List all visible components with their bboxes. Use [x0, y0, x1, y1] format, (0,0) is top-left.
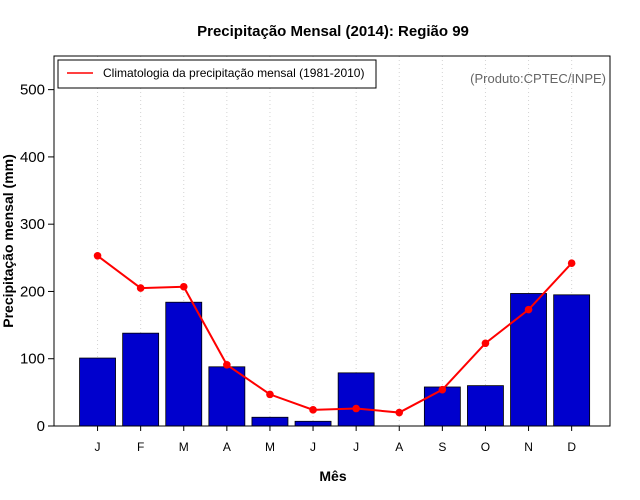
y-tick-label: 100	[20, 351, 45, 368]
legend: Climatologia da precipitação mensal (198…	[57, 59, 377, 89]
bar	[208, 366, 246, 427]
y-tick-label: 400	[20, 149, 45, 166]
climatology-point	[309, 406, 317, 414]
bar	[165, 301, 203, 427]
climatology-point	[223, 360, 231, 369]
x-tick-label: A	[395, 440, 403, 454]
bar	[423, 386, 461, 427]
y-axis: 0 100 200 300 400 500	[20, 82, 54, 435]
chart-title: Precipitação Mensal (2014): Região 99	[197, 23, 469, 40]
climatology-point	[352, 404, 360, 413]
y-axis-title: Precipitação mensal (mm)	[0, 154, 16, 328]
climatology-point	[93, 252, 102, 260]
x-tick-label: S	[438, 440, 446, 454]
x-tick-label: D	[567, 440, 576, 454]
x-tick-label: N	[524, 440, 533, 454]
y-tick-label: 500	[20, 82, 45, 99]
climatology-point	[136, 284, 145, 292]
bar	[122, 332, 160, 427]
climatology-point	[481, 339, 490, 348]
bar	[79, 357, 116, 427]
bar	[510, 293, 547, 427]
y-tick-label: 0	[37, 418, 45, 435]
legend-label: Climatologia da precipitação mensal (198…	[103, 66, 364, 80]
x-tick-label: A	[223, 440, 231, 454]
x-tick-label: M	[179, 440, 189, 454]
bar	[467, 385, 504, 427]
x-axis-title: Mês	[319, 468, 346, 484]
climatology-point	[438, 385, 447, 394]
bar	[251, 416, 289, 427]
climatology-line-series	[93, 252, 576, 417]
bar	[337, 372, 375, 427]
bars	[79, 293, 591, 427]
climatology-line	[96, 254, 573, 414]
plot-frame	[53, 55, 611, 427]
climatology-point	[567, 259, 576, 268]
climatology-point	[524, 305, 533, 314]
climatology-point	[395, 408, 404, 417]
climatology-point	[266, 390, 274, 399]
source-credit: (Produto:CPTEC/INPE)	[470, 71, 606, 86]
y-tick-label: 300	[20, 216, 45, 233]
y-tick-label: 200	[20, 283, 45, 300]
x-tick-label: O	[481, 440, 490, 454]
legend-box	[57, 59, 377, 89]
x-tick-label: F	[137, 440, 144, 454]
x-tick-label: M	[265, 440, 275, 454]
x-tick-label: J	[353, 440, 359, 454]
bar	[294, 420, 332, 427]
x-tick-label: J	[95, 440, 101, 454]
bar	[553, 294, 591, 427]
climatology-point	[179, 282, 188, 291]
x-tick-label: J	[310, 440, 316, 454]
